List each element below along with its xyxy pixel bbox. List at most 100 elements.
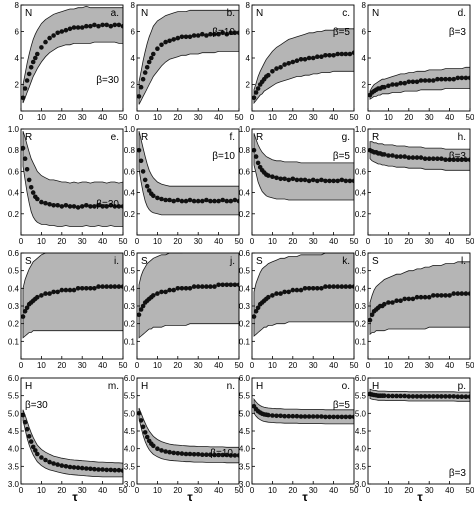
data-point [112, 22, 118, 28]
data-point [402, 296, 408, 302]
quantity-label: N [372, 8, 379, 19]
beta-label: β=5 [333, 151, 351, 162]
data-point [402, 154, 408, 159]
y-tick-label: 0.2 [355, 210, 367, 219]
y-tick-label: 5.5 [124, 392, 136, 401]
x-tick-label: 50 [466, 237, 474, 246]
panel-letter: e. [111, 132, 119, 143]
x-tick-label: 10 [37, 486, 46, 495]
data-point [236, 453, 239, 458]
data-points [252, 50, 354, 101]
data-point [63, 203, 69, 208]
data-point [22, 86, 28, 91]
data-point [347, 178, 353, 184]
data-point [191, 198, 197, 204]
data-point [96, 23, 101, 29]
panel-b: 2 4 6 8 0 10 20 30 40 50 N b. β=10 [131, 1, 244, 122]
y-tick-label: 0.4 [124, 284, 136, 293]
data-point [232, 282, 238, 288]
data-point [183, 34, 189, 40]
data-point [339, 414, 345, 420]
x-tick-label: 20 [288, 113, 297, 122]
data-point [43, 457, 48, 463]
beta-label: β=30 [96, 199, 119, 210]
y-tick-label: 4.0 [355, 445, 367, 454]
data-point [455, 394, 461, 400]
data-point [369, 312, 375, 318]
data-point [183, 286, 189, 291]
data-point [116, 204, 122, 209]
data-point [47, 35, 52, 41]
data-point [208, 452, 213, 458]
x-tick-label: 30 [78, 361, 87, 370]
panel-letter: m. [108, 381, 119, 392]
x-axis-label-col-4: τ [417, 490, 423, 504]
x-tick-label: 30 [309, 237, 318, 246]
data-point [100, 284, 105, 289]
x-tick-label: 20 [173, 113, 182, 122]
panel-letter: p. [458, 381, 466, 392]
data-point [286, 413, 292, 419]
confidence-band [22, 130, 123, 227]
x-tick-label: 10 [153, 361, 162, 370]
x-tick-label: 30 [78, 486, 87, 495]
data-point [298, 287, 304, 293]
data-point [398, 393, 403, 399]
data-points [21, 145, 123, 210]
data-point [171, 37, 176, 42]
data-point [418, 294, 424, 300]
data-points [252, 147, 354, 184]
data-point [270, 413, 275, 418]
data-point [418, 78, 424, 83]
y-tick-label: 2 [15, 81, 20, 90]
x-tick-label: 20 [288, 237, 297, 246]
data-point [455, 291, 461, 296]
data-point [286, 177, 292, 183]
data-point [418, 155, 424, 160]
data-point [137, 312, 142, 318]
data-point [26, 177, 32, 183]
quantity-label: H [256, 381, 263, 392]
quantity-label: H [25, 381, 32, 392]
data-point [335, 414, 341, 420]
data-point [21, 314, 26, 319]
quantity-label: R [372, 132, 379, 143]
data-point [59, 29, 65, 34]
data-point [443, 76, 448, 82]
x-tick-label: 10 [153, 237, 162, 246]
data-point [298, 57, 304, 62]
data-point [386, 83, 391, 89]
data-point [96, 284, 101, 289]
y-tick-label: 0.5 [355, 267, 367, 276]
x-tick-label: 30 [194, 486, 203, 495]
data-point [398, 154, 403, 159]
y-tick-label: 0.6 [124, 249, 136, 258]
data-point [208, 198, 213, 204]
data-point [146, 59, 152, 65]
x-tick-label: 30 [425, 361, 434, 370]
x-tick-label: 0 [250, 361, 255, 370]
data-point [195, 452, 201, 457]
data-point [204, 452, 209, 458]
data-point [459, 291, 465, 296]
data-point [426, 156, 432, 161]
data-point [171, 287, 176, 293]
data-point [266, 412, 271, 418]
y-tick-label: 4.5 [124, 427, 136, 436]
data-points [137, 147, 239, 204]
panel-d: 2 4 6 8 0 10 20 30 40 50 N d. β=3 [362, 1, 474, 122]
data-point [39, 455, 44, 460]
data-point [30, 444, 36, 450]
y-tick-label: 4 [131, 54, 136, 63]
data-point [224, 31, 230, 37]
data-point [274, 413, 279, 419]
data-point [439, 156, 444, 161]
data-point [331, 284, 336, 289]
data-point [351, 284, 354, 289]
beta-label: β=5 [333, 400, 351, 411]
y-tick-label: 0.5 [8, 267, 20, 276]
data-point [302, 57, 308, 62]
plot-frame [136, 128, 240, 236]
y-tick-label: 5.0 [239, 409, 251, 418]
data-point [22, 309, 28, 314]
